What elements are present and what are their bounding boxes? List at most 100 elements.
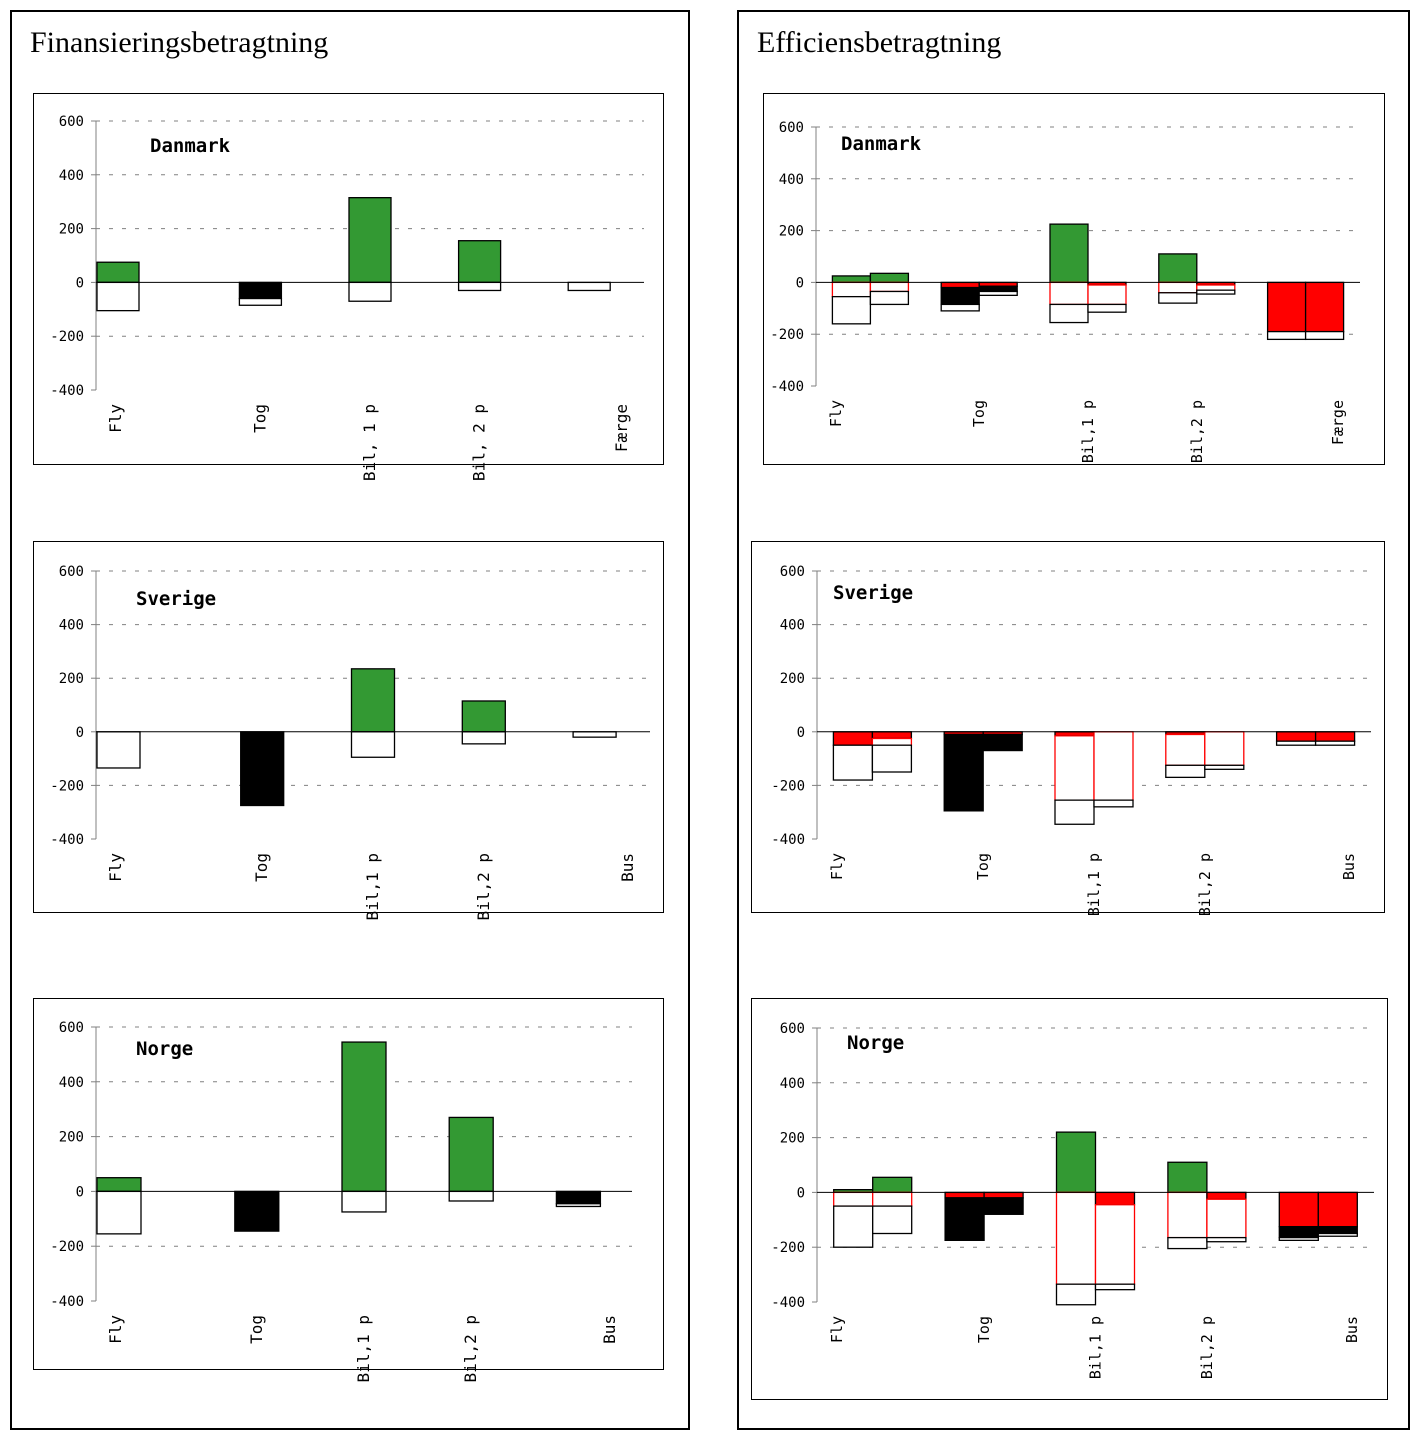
bar-segment (448, 1116, 494, 1193)
chart-financing-danmark: -400 -200 0 200 400 600 Fly Tog Bil, 1 p Bil, 2 p… (33, 93, 664, 481)
chart-efficiency-sverige: -400 -200 0 200 400 600 Fly Tog Bil,1 p Bil,2 p Bu… (751, 541, 1385, 916)
panel-title-efficiency: Efficiensbetragtning (757, 26, 1002, 59)
y-tick-label: 600 (59, 114, 84, 130)
bar-segment (1055, 1283, 1097, 1306)
bar-segment (555, 1190, 602, 1205)
bar-segment (1204, 764, 1245, 770)
bar-segment (1206, 1236, 1247, 1243)
category-label: Tog (970, 400, 988, 427)
bar-segment (940, 281, 980, 289)
y-tick-label: 0 (76, 1184, 84, 1200)
category-label: Bil,1 p (1085, 853, 1103, 916)
y-tick-label: 0 (797, 1185, 805, 1201)
bar-segment (1196, 289, 1236, 295)
y-tick-label: -200 (771, 778, 805, 794)
y-tick-label: 400 (59, 618, 84, 634)
bar-segment (978, 285, 1018, 293)
bar-segment (1055, 1191, 1097, 1285)
y-tick-label: -200 (50, 1239, 84, 1255)
bar-segment (1158, 292, 1198, 304)
chart-title: Sverige (833, 582, 913, 604)
bar-segment (1317, 1225, 1358, 1235)
bar-segment (1314, 740, 1356, 746)
bar-segment (96, 731, 141, 769)
y-tick-label: -400 (50, 1294, 84, 1310)
category-label: Bil,1 p (1087, 1316, 1105, 1379)
bar-segment (240, 731, 285, 807)
bar-segment (448, 1190, 494, 1202)
y-tick-label: 600 (780, 564, 805, 580)
category-label: Fly (106, 1315, 125, 1344)
bar-segment (832, 744, 874, 781)
chart-financing-norge: -400 -200 0 200 400 600 Fly Tog Bil,1 p Bil,2 p Bu… (33, 998, 664, 1382)
bar-segment (238, 297, 283, 306)
y-tick-label: 200 (780, 671, 805, 687)
bar-segment (983, 1197, 1024, 1215)
bar-segment (833, 1191, 874, 1207)
y-tick-label: 0 (797, 725, 805, 741)
bar-segment (234, 1190, 280, 1232)
bar-segment (871, 744, 913, 773)
category-label: Bil, 1 p (360, 404, 379, 481)
y-tick-label: 0 (76, 725, 84, 741)
bar-segment (572, 731, 617, 738)
bar-segment (940, 286, 980, 306)
y-tick-label: 200 (59, 222, 84, 238)
chart-efficiency-danmark: -400 -200 0 200 400 600 Fly Tog Bil,1 p Bil,2 p Fæ… (763, 93, 1385, 465)
bar-segment (982, 733, 1023, 752)
bar-segment (1165, 733, 1206, 766)
bar-segment (940, 303, 980, 312)
bar-segment (1094, 1204, 1136, 1285)
category-label: Bil,2 p (1198, 1316, 1216, 1379)
bar-segment (872, 1176, 913, 1194)
y-tick-label: -400 (770, 379, 804, 395)
bar-segment (1167, 1236, 1208, 1250)
chart-title: Norge (136, 1038, 193, 1060)
bar-segment (96, 261, 140, 284)
bar-segment (341, 1041, 387, 1193)
bar-segment (978, 290, 1018, 296)
category-label: Fly (106, 404, 125, 433)
y-tick-label: 400 (780, 618, 805, 634)
bar-segment (869, 272, 910, 284)
bar-segment (944, 1197, 985, 1242)
chart-title: Norge (847, 1032, 904, 1054)
bar-segment (1278, 1191, 1319, 1228)
category-label: Bil,2 p (461, 1315, 480, 1382)
bar-segment (1317, 1191, 1358, 1228)
bar-segment (348, 281, 392, 302)
bar-segment (350, 668, 396, 733)
bar-segment (832, 731, 874, 746)
bar-segment (457, 240, 502, 284)
y-tick-label: -400 (771, 832, 805, 848)
category-label: Fly (828, 853, 846, 880)
bar-segment (831, 275, 872, 284)
bar-segment (1167, 1191, 1208, 1239)
category-label: Bus (1340, 853, 1358, 880)
bar-segment (1054, 735, 1095, 801)
bar-segment (1314, 731, 1356, 742)
bar-segment (1049, 281, 1089, 306)
category-label: Bil,2 p (1188, 400, 1206, 463)
bar-segment (1158, 281, 1198, 294)
y-tick-label: 600 (780, 1021, 805, 1037)
y-tick-label: 200 (59, 671, 84, 687)
y-tick-label: 200 (780, 1131, 805, 1147)
bar-segment (1049, 303, 1089, 324)
bar-segment (983, 1191, 1024, 1199)
bar-segment (1196, 284, 1236, 291)
bar-segment (341, 1190, 387, 1213)
bar-segment (567, 281, 611, 292)
bar-segment (350, 731, 396, 758)
bar-segment (831, 295, 872, 325)
y-tick-label: 400 (779, 172, 804, 188)
category-label: Tog (250, 404, 269, 433)
y-tick-label: -400 (50, 832, 84, 848)
category-label: Færge (612, 404, 631, 452)
bar-segment (1158, 253, 1198, 284)
category-label: Bus (1343, 1316, 1361, 1343)
bar-segment (96, 281, 140, 312)
bar-segment (96, 1177, 142, 1193)
category-label: Bil,2 p (474, 853, 493, 920)
bar-segment (1049, 223, 1089, 284)
